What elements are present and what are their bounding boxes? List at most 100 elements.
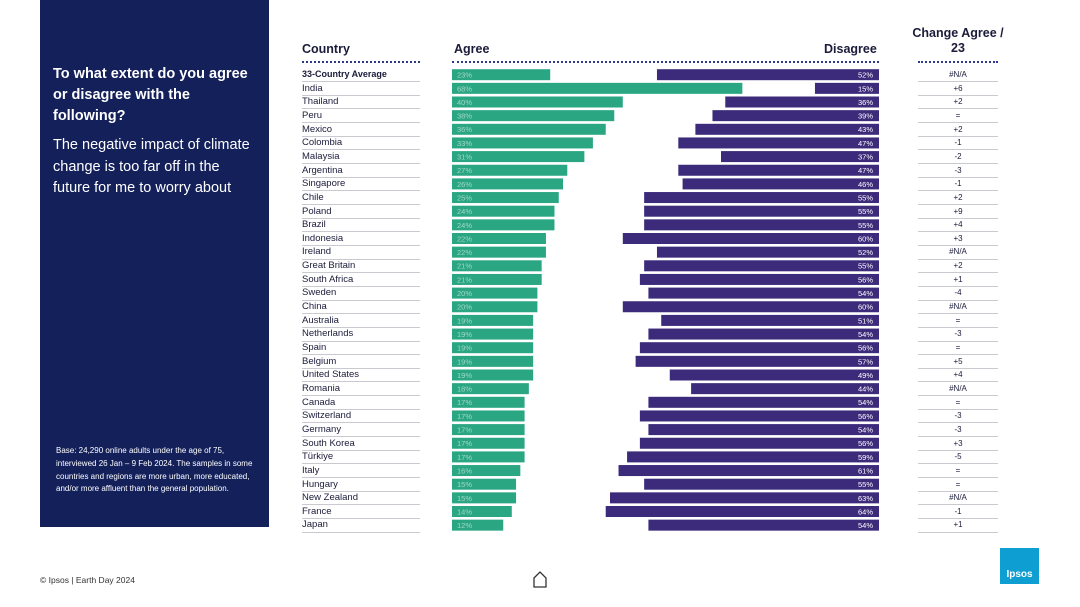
change-value: = <box>955 479 961 489</box>
country-label: France <box>302 505 332 517</box>
disagree-label: 54% <box>858 426 873 435</box>
logo-text: Ipsos <box>1006 569 1033 580</box>
disagree-label: 55% <box>858 262 873 271</box>
country-label: Chile <box>302 191 324 203</box>
disagree-label: 47% <box>858 139 873 148</box>
disagree-label: 55% <box>858 480 873 489</box>
agree-bar <box>452 219 555 231</box>
agree-label: 25% <box>457 193 472 202</box>
disagree-bar <box>691 383 879 395</box>
agree-bar <box>452 301 538 313</box>
change-value: -3 <box>954 165 962 175</box>
disagree-label: 56% <box>858 439 873 448</box>
disagree-label: 36% <box>858 98 873 107</box>
change-value: #N/A <box>949 302 967 312</box>
change-value: = <box>955 397 961 407</box>
change-divider <box>918 244 998 246</box>
disagree-bar <box>695 123 879 135</box>
question-panel: To what extent do you agree or disagree … <box>40 0 269 527</box>
disagree-label: 61% <box>858 466 873 475</box>
change-value: -1 <box>954 138 962 148</box>
row-divider <box>302 381 420 383</box>
agree-bar <box>452 246 546 258</box>
agree-bar <box>452 205 555 217</box>
change-divider <box>918 94 998 96</box>
agree-bar <box>452 287 538 299</box>
disagree-bar <box>644 478 879 490</box>
disagree-label: 44% <box>858 385 873 394</box>
agree-label: 27% <box>457 166 472 175</box>
disagree-label: 15% <box>858 84 873 93</box>
change-value: +6 <box>953 83 963 93</box>
agree-label: 18% <box>457 385 472 394</box>
country-label: Canada <box>302 396 336 408</box>
row-divider <box>302 490 420 492</box>
country-label: China <box>302 301 327 313</box>
disagree-label: 55% <box>858 221 873 230</box>
disagree-label: 39% <box>858 112 873 121</box>
country-label: Colombia <box>302 137 343 149</box>
agree-bar <box>452 465 521 477</box>
agree-bar <box>452 164 568 176</box>
change-divider <box>918 108 998 110</box>
row-divider <box>302 517 420 519</box>
agree-label: 19% <box>457 330 472 339</box>
agree-bar <box>452 519 504 531</box>
change-divider <box>918 367 998 369</box>
change-divider <box>918 531 998 533</box>
row-divider <box>302 163 420 165</box>
agree-bar <box>452 478 517 490</box>
change-value: +9 <box>953 206 963 216</box>
row-divider <box>302 176 420 178</box>
row-divider <box>302 436 420 438</box>
country-label: Poland <box>302 205 332 217</box>
disagree-label: 49% <box>858 371 873 380</box>
row-divider <box>302 367 420 369</box>
change-value: -4 <box>954 288 962 298</box>
disagree-bar <box>648 396 879 408</box>
change-value: -3 <box>954 411 962 421</box>
disagree-bar <box>656 69 879 81</box>
change-value: = <box>955 343 961 352</box>
country-label: Australia <box>302 314 339 326</box>
change-value: -1 <box>954 506 962 516</box>
agree-header: Agree <box>454 42 490 56</box>
disagree-bar <box>661 314 879 326</box>
change-value: +3 <box>953 438 963 448</box>
disagree-bar <box>656 246 879 258</box>
base-note: Base: 24,290 online adults under the age… <box>56 446 253 494</box>
agree-label: 31% <box>457 153 472 162</box>
country-label: Belgium <box>302 355 337 367</box>
agree-bar <box>452 96 623 108</box>
disagree-label: 60% <box>858 303 873 312</box>
change-value: -5 <box>954 452 962 462</box>
row-divider <box>302 122 420 124</box>
agree-label: 20% <box>457 303 472 312</box>
change-value: #N/A <box>949 383 967 393</box>
change-value: #N/A <box>949 493 967 503</box>
disagree-label: 55% <box>858 193 873 202</box>
change-value: +3 <box>953 233 963 243</box>
change-value: +2 <box>953 261 963 271</box>
row-divider <box>302 204 420 205</box>
change-divider <box>918 395 998 397</box>
country-label: Thailand <box>302 96 339 108</box>
agree-bar <box>452 82 743 94</box>
disagree-bar <box>627 451 879 463</box>
change-divider <box>918 477 998 478</box>
change-value: +2 <box>953 124 963 134</box>
agree-bar <box>452 410 525 422</box>
agree-bar <box>452 260 542 272</box>
row-divider <box>302 531 420 533</box>
country-label: Netherlands <box>302 328 354 340</box>
change-divider <box>918 422 998 424</box>
row-divider <box>302 340 420 342</box>
disagree-bar <box>669 369 879 381</box>
disagree-label: 56% <box>858 275 873 284</box>
change-value: -3 <box>954 424 962 434</box>
home-icon[interactable] <box>532 570 548 588</box>
agree-label: 19% <box>457 371 472 380</box>
agree-label: 14% <box>457 507 472 516</box>
agree-bar <box>452 342 534 354</box>
